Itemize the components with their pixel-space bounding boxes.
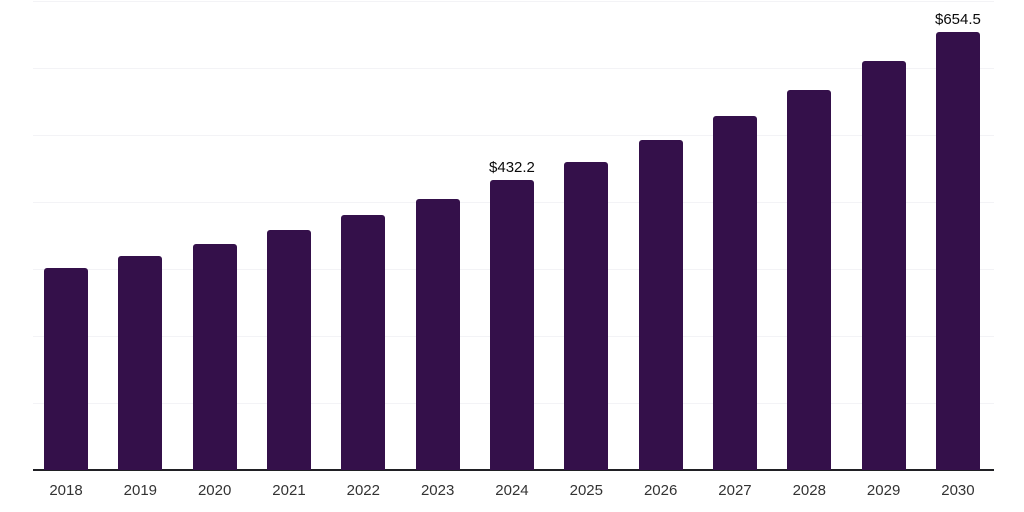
bar-2023 — [415, 198, 460, 470]
bar-column-2026 — [638, 0, 683, 470]
x-tick-label-2025: 2025 — [569, 482, 603, 499]
bar-column-2025 — [564, 0, 609, 470]
bars: $432.2 $654.5 — [44, 0, 981, 470]
x-tick-label-2022: 2022 — [346, 482, 380, 499]
x-axis-labels: 2018 2019 2020 2021 2022 2023 2024 2025 2026 2027… — [44, 482, 980, 500]
bar-2029 — [861, 61, 906, 470]
x-tick-label-2029: 2029 — [866, 482, 901, 499]
x-tick-label-2020: 2020 — [197, 482, 232, 499]
x-tick-label-2028: 2028 — [792, 482, 826, 499]
bar-column-2028 — [787, 0, 832, 470]
x-tick-label-2027: 2027 — [718, 482, 752, 499]
bar-2025 — [564, 161, 609, 470]
bar-2024 — [489, 180, 534, 470]
x-tick-label-2019: 2019 — [123, 482, 158, 499]
bar-2022 — [341, 214, 386, 470]
bar-column-2020 — [192, 0, 237, 470]
bar-2018 — [44, 267, 88, 470]
x-tick-label-2021: 2021 — [272, 482, 306, 499]
bar-column-2019 — [118, 0, 163, 470]
x-tick-label-2018: 2018 — [49, 482, 83, 499]
bar-2020 — [192, 243, 237, 470]
x-tick-label-2023: 2023 — [420, 482, 455, 499]
bar-column-2021 — [266, 0, 311, 470]
bar-column-2030: $654.5 — [934, 0, 981, 470]
x-tick-label-2026: 2026 — [643, 482, 678, 499]
bar-value-label-2030: $654.5 — [934, 10, 981, 28]
bar-column-2024: $432.2 — [489, 0, 535, 470]
bar-2019 — [118, 256, 163, 470]
bar-value-label-2024: $432.2 — [489, 159, 535, 177]
bar-column-2018 — [44, 0, 88, 470]
bar-column-2023 — [415, 0, 460, 470]
bar-2028 — [787, 90, 832, 470]
bar-2027 — [712, 116, 757, 470]
x-tick-label-2030: 2030 — [941, 482, 975, 499]
x-tick-label-2024: 2024 — [495, 482, 529, 499]
bar-2026 — [638, 140, 683, 470]
bar-column-2022 — [341, 0, 386, 470]
bar-column-2029 — [861, 0, 906, 470]
bar-column-2027 — [712, 0, 757, 470]
bar-2030 — [935, 31, 980, 470]
bar-2021 — [266, 229, 311, 470]
